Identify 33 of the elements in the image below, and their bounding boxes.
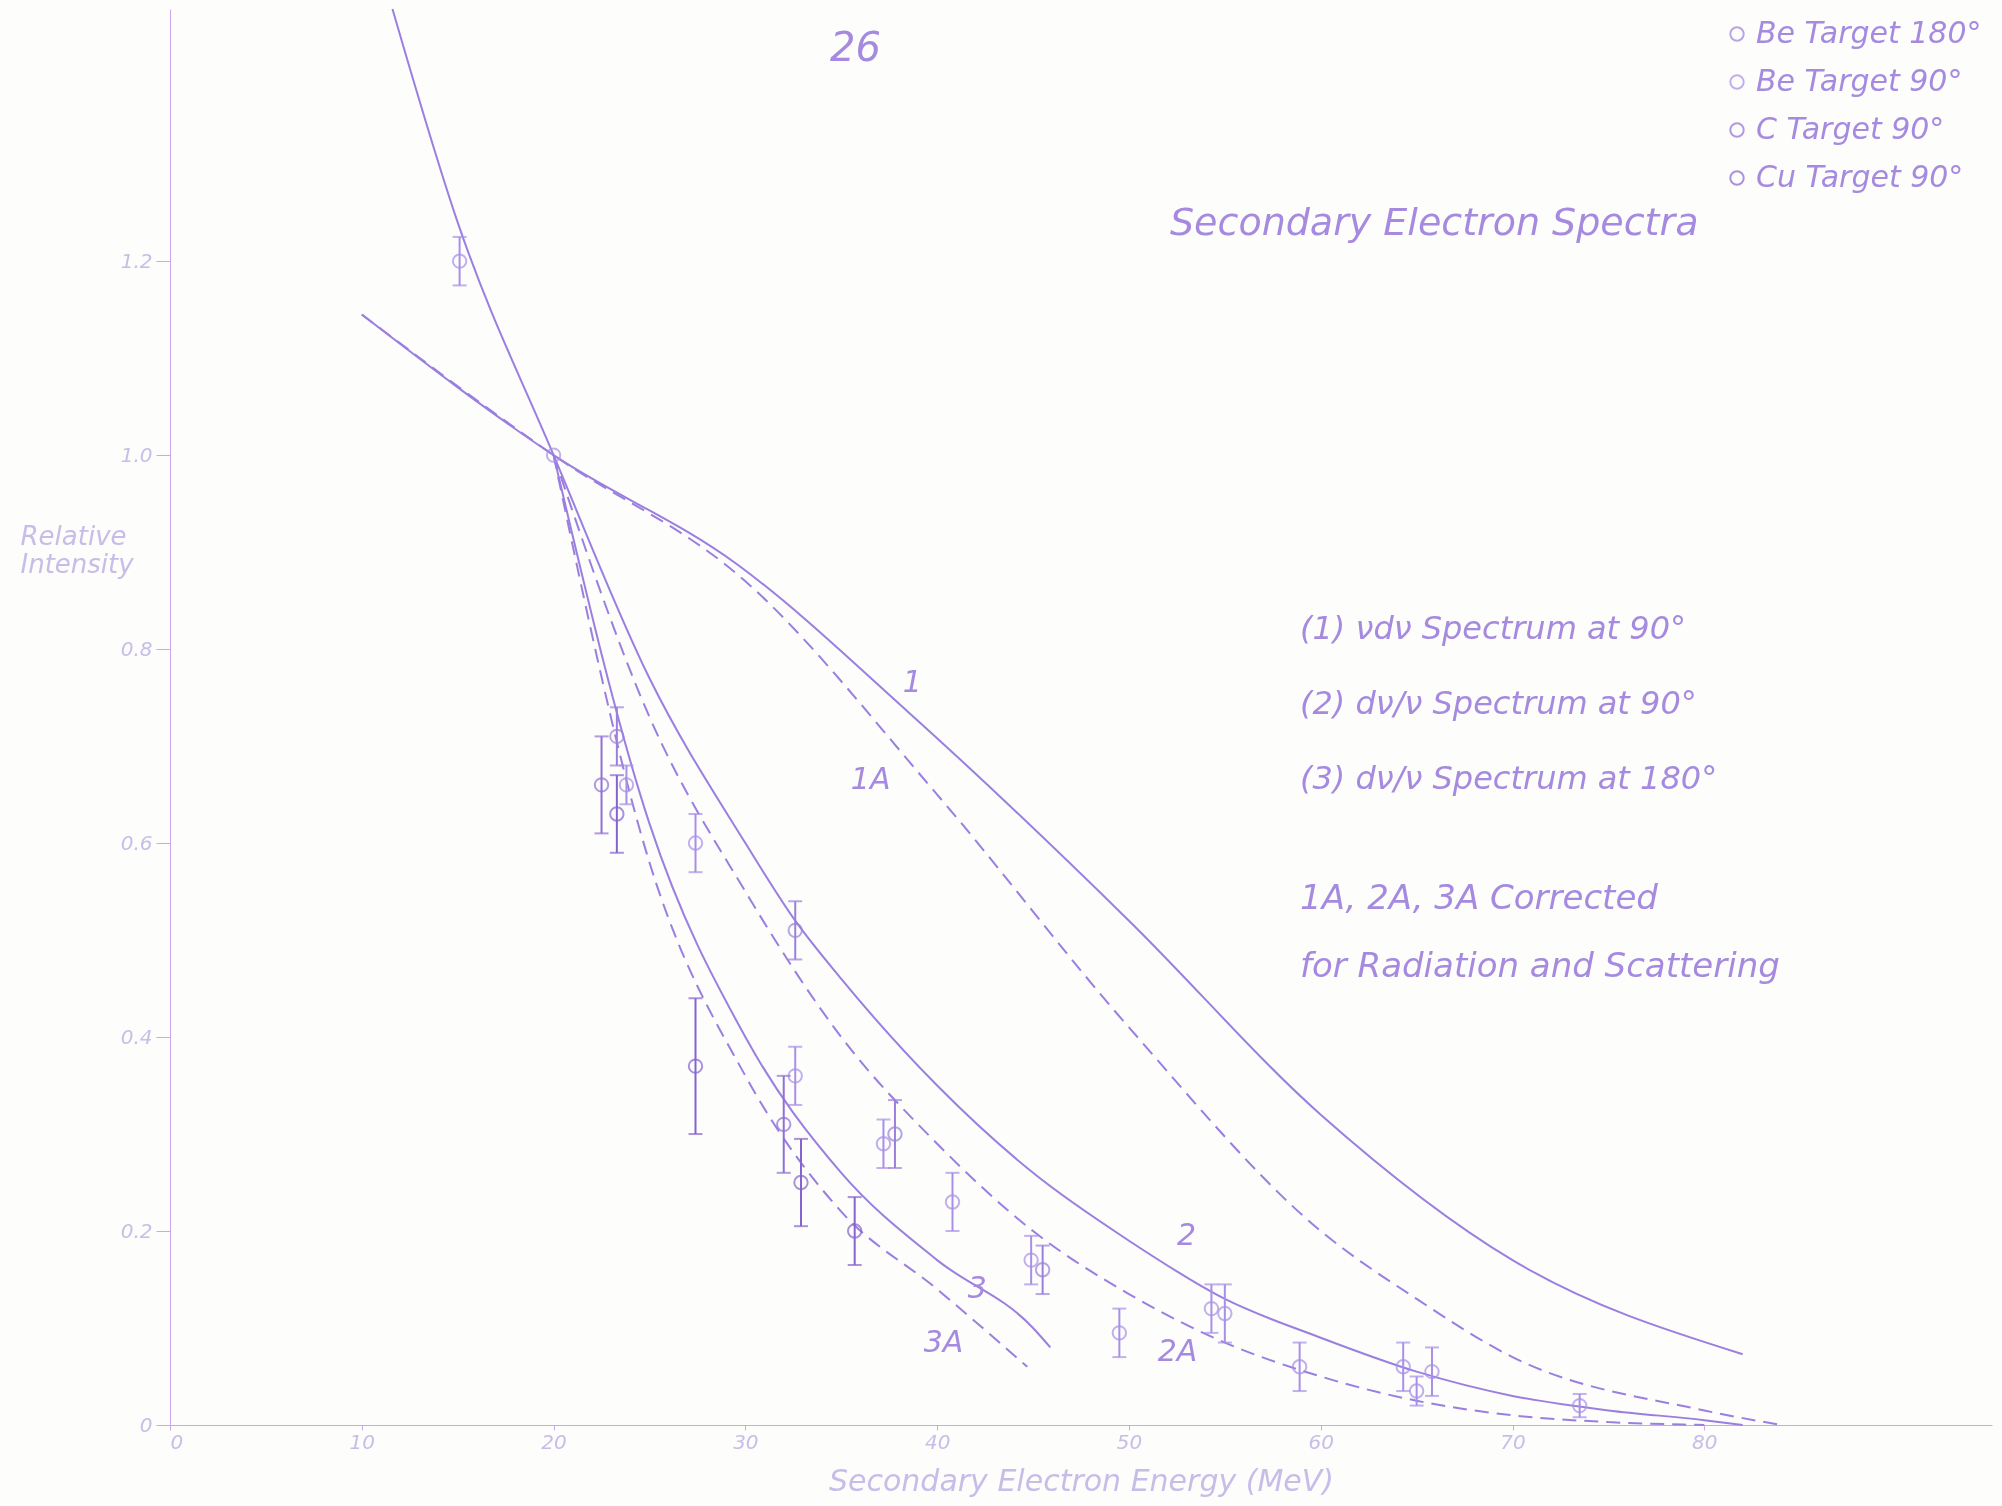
x-tick-label: 10: [349, 1429, 376, 1454]
y-tick-label: 1.2: [120, 248, 153, 273]
annotation: 26: [830, 24, 881, 70]
y-tick-label: 0.4: [120, 1024, 153, 1049]
y-tick-label: 1.0: [120, 442, 153, 467]
annotation: 2A: [1157, 1333, 1198, 1369]
y-tick-label: 0: [139, 1412, 153, 1437]
x-tick-label: 50: [1116, 1429, 1143, 1454]
x-tick-label: 30: [733, 1429, 759, 1454]
x-tick-label: 20: [541, 1429, 567, 1454]
annotation: 3A: [923, 1323, 964, 1359]
x-tick-label: 70: [1500, 1429, 1526, 1454]
annotation: 1A, 2A, 3A Corrected for Radiation and Scattering: [1300, 877, 1780, 985]
legend-label: Cu Target 90°: [1756, 159, 1964, 194]
annotation: (1) νdν Spectrum at 90°: [1300, 609, 1687, 647]
annotation: 1: [902, 664, 922, 700]
legend-label: Be Target 90°: [1756, 63, 1963, 98]
annotation: (3) dν/ν Spectrum at 180°: [1300, 759, 1718, 797]
legend-label: C Target 90°: [1756, 111, 1945, 146]
annotation: (2) dν/ν Spectrum at 90°: [1300, 684, 1697, 722]
x-axis-title: Secondary Electron Energy (MeV): [828, 1462, 1335, 1498]
y-tick-label: 0.6: [120, 830, 153, 855]
text: Secondary Electron Spectra: [1170, 200, 1699, 244]
y-axis-title: Relative Intensity: [20, 520, 135, 579]
annotation: 1A: [850, 761, 891, 797]
x-tick-label: 60: [1308, 1429, 1334, 1454]
x-tick-label: 40: [924, 1429, 951, 1454]
annotation: 2: [1176, 1216, 1196, 1252]
x-tick-label: 80: [1692, 1429, 1718, 1454]
legend-label: Be Target 180°: [1756, 15, 1982, 50]
y-tick-label: 0.8: [120, 636, 153, 661]
y-tick-label: 0.2: [120, 1218, 153, 1243]
x-tick-label: 0: [170, 1429, 184, 1454]
